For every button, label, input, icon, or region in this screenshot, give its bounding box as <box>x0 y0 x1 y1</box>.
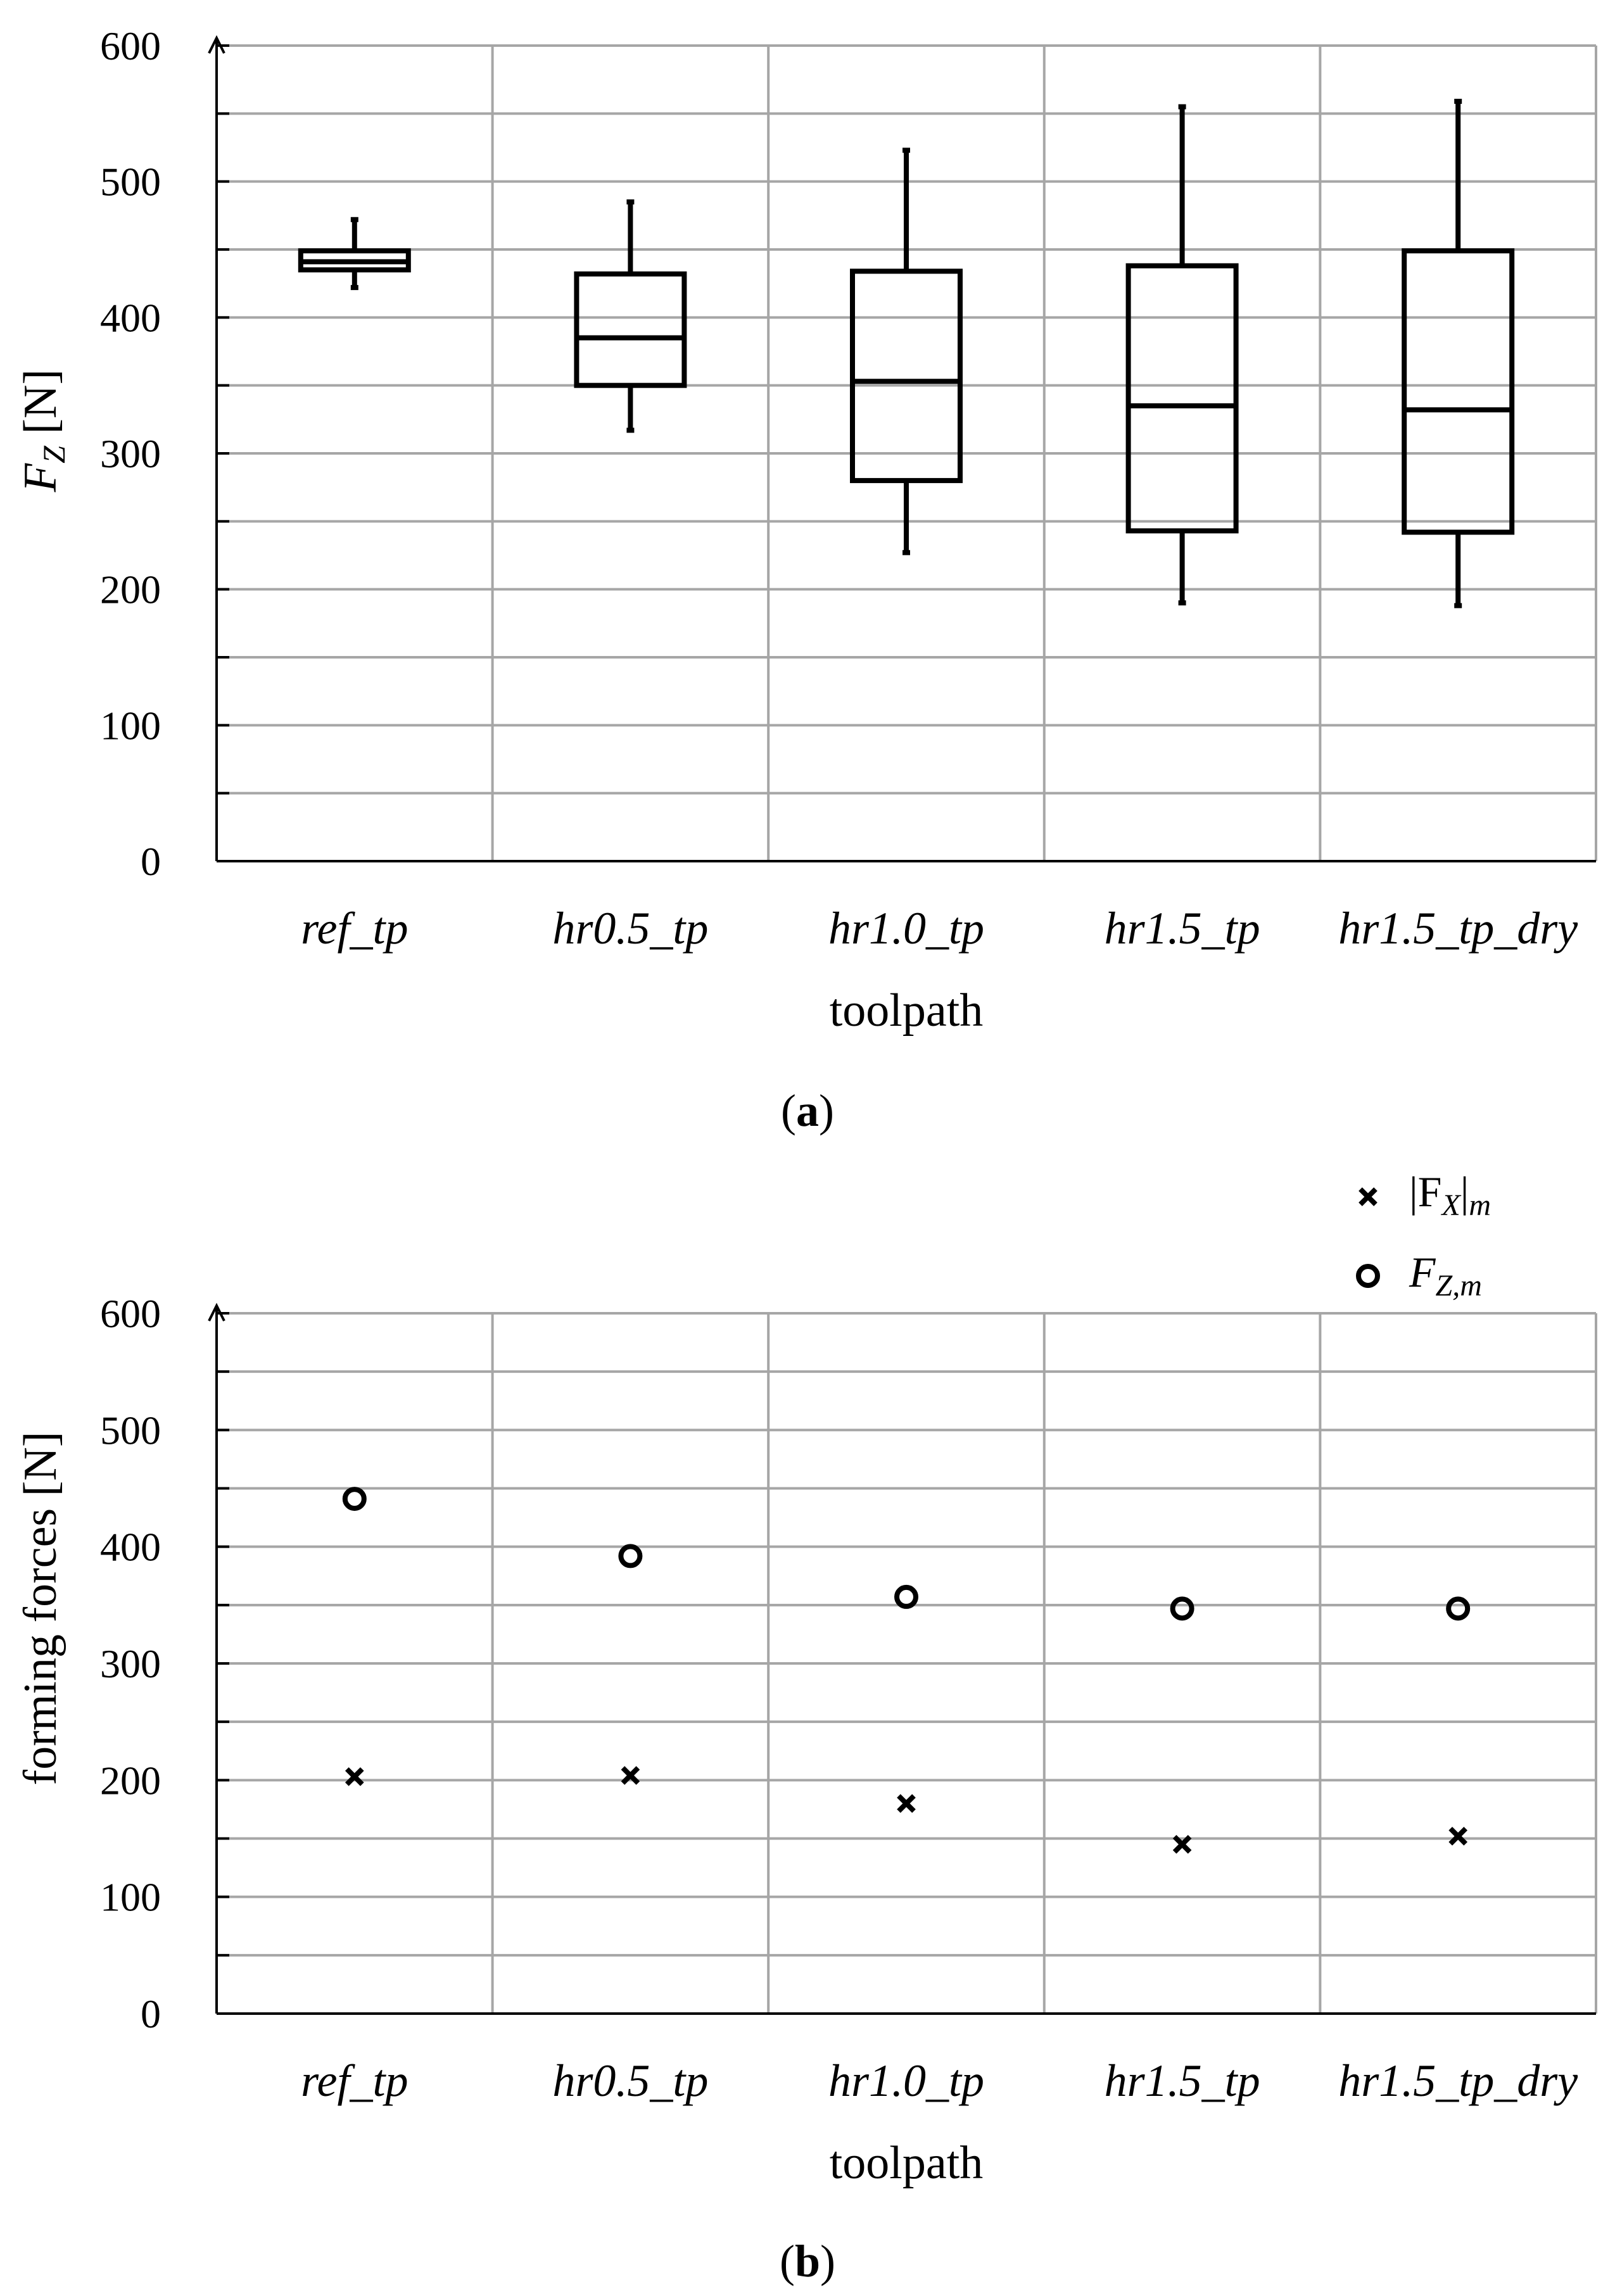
panel-a-category-label: hr1.0_tp <box>828 903 984 954</box>
panel-a-boxes <box>298 99 1515 609</box>
panel-b-ytick-label: 200 <box>100 1758 161 1803</box>
panel-b-gridlines <box>208 1303 1597 2015</box>
panel-a-x-axis-title: toolpath <box>830 985 984 1037</box>
panel-b-ytick-label: 300 <box>100 1641 161 1686</box>
panel-a-ytick-label: 0 <box>141 839 161 884</box>
legend-x-marker <box>1358 1187 1378 1206</box>
panel-a-category-labels: ref_tp hr0.5_tp hr1.0_tp hr1.5_tp hr1.5_tp_d… <box>301 903 1578 954</box>
panel-b-ytick-label: 0 <box>141 1991 161 2036</box>
panel-b-ytick-label: 400 <box>100 1525 161 1570</box>
x-marker-stroke <box>897 1794 916 1813</box>
panel-b-category-label: hr0.5_tp <box>552 2055 708 2106</box>
x-marker-stroke <box>1172 1834 1192 1854</box>
panel-b-y-axis-title: forming forces [N] <box>15 1432 66 1786</box>
box-iqr <box>1125 263 1239 534</box>
panel-a-ytick-label: 100 <box>100 703 161 748</box>
legend-label-fx: |FX|m <box>1409 1168 1491 1222</box>
panel-a-caption: (a) <box>781 1085 834 1136</box>
point-fx-5 <box>1448 1826 1468 1846</box>
panel-a-boxplot: 0 100 200 300 400 500 600 ref_tp hr0.5_tp hr1.0_… <box>15 23 1597 1136</box>
box-1 <box>298 217 411 291</box>
panel-b-scatter: 0 100 200 300 400 500 600 ref_tp hr0.5_tp hr1.0_… <box>15 1168 1597 2287</box>
x-marker-stroke <box>621 1766 640 1785</box>
panel-b-ytick-label: 100 <box>100 1875 161 1920</box>
point-fz-2 <box>618 1544 643 1568</box>
panel-b-category-labels: ref_tp hr0.5_tp hr1.0_tp hr1.5_tp hr1.5_tp_d… <box>301 2055 1578 2106</box>
legend-circle-marker <box>1356 1264 1380 1288</box>
point-fz-4 <box>1170 1596 1194 1621</box>
panel-a-category-label: hr1.5_tp <box>1105 903 1260 954</box>
point-fx-4 <box>1172 1834 1192 1854</box>
box-4 <box>1125 104 1239 606</box>
point-fz-3 <box>894 1584 918 1609</box>
panel-b-category-label: ref_tp <box>301 2055 408 2106</box>
point-fx-1 <box>345 1767 364 1786</box>
panel-b-points <box>342 1487 1471 1854</box>
panel-a-gridlines <box>208 35 1597 862</box>
panel-a-ytick-label: 600 <box>100 23 161 68</box>
panel-a-category-label: ref_tp <box>301 903 408 954</box>
panel-a-y-title-sub: Z <box>36 445 72 464</box>
panel-a-ytick-label: 300 <box>100 431 161 476</box>
panel-a-y-title-main: F <box>15 463 66 493</box>
box-3 <box>850 148 963 555</box>
point-fx-2 <box>621 1766 640 1785</box>
panel-a-y-axis-title: FZ [N] <box>15 369 72 493</box>
box-2 <box>574 199 687 433</box>
panel-b-category-label: hr1.5_tp <box>1105 2055 1260 2106</box>
panel-a-ytick-label: 200 <box>100 567 161 612</box>
panel-a-category-label: hr0.5_tp <box>552 903 708 954</box>
panel-a-ytick-label: 500 <box>100 160 161 205</box>
panel-b-ytick-label: 600 <box>100 1291 161 1336</box>
legend-x-stroke <box>1358 1187 1378 1206</box>
panel-b-category-label: hr1.0_tp <box>828 2055 984 2106</box>
point-fz-1 <box>342 1487 367 1511</box>
box-iqr <box>1402 248 1515 535</box>
panel-a-caption-letter: a <box>796 1085 819 1136</box>
panel-a-category-label: hr1.5_tp_dry <box>1338 903 1578 954</box>
panel-b-caption-letter: b <box>795 2236 820 2287</box>
panel-b-caption: (b) <box>780 2236 835 2287</box>
panel-a-y-axis-arrow <box>208 35 225 54</box>
point-fx-3 <box>897 1794 916 1813</box>
box-iqr <box>850 268 963 483</box>
box-iqr <box>574 271 687 388</box>
panel-b-ytick-label: 500 <box>100 1408 161 1453</box>
x-marker-stroke <box>1448 1826 1468 1846</box>
panel-b-category-label: hr1.5_tp_dry <box>1338 2055 1578 2106</box>
panel-a-y-tick-labels: 0 100 200 300 400 500 600 <box>100 23 161 884</box>
panel-b-y-axis-arrow <box>208 1303 225 1321</box>
box-5 <box>1402 99 1515 609</box>
x-marker-stroke <box>345 1767 364 1786</box>
panel-b-y-tick-labels: 0 100 200 300 400 500 600 <box>100 1291 161 2036</box>
panel-b-legend: |FX|m FZ,m <box>1356 1168 1491 1303</box>
panel-a-ytick-label: 400 <box>100 295 161 340</box>
point-fz-5 <box>1446 1596 1471 1621</box>
legend-label-fz: FZ,m <box>1409 1248 1482 1303</box>
panel-a-y-title-unit: [N] <box>15 369 66 446</box>
panel-b-x-axis-title: toolpath <box>830 2137 984 2189</box>
